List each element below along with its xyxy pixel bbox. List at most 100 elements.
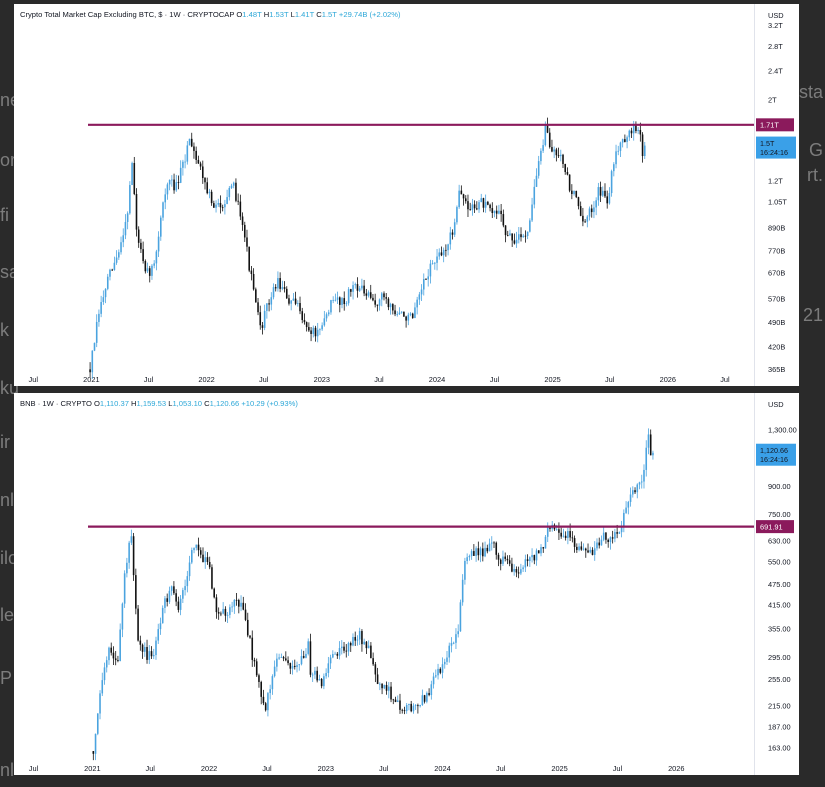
candle <box>451 229 454 240</box>
x-tick-label: Jul <box>490 375 500 384</box>
candle <box>628 129 631 141</box>
candle <box>238 598 240 614</box>
candle <box>358 627 361 645</box>
candles <box>89 117 646 380</box>
candle <box>217 607 220 620</box>
candle <box>103 662 106 685</box>
y-tick-label: 750.00 <box>768 510 791 519</box>
candle <box>544 535 547 549</box>
candle <box>575 190 578 199</box>
legend-close: C1,120.66 <box>204 399 240 408</box>
legend-low: L1,053.10 <box>168 399 203 408</box>
candle <box>325 668 327 679</box>
candle <box>123 570 126 608</box>
candle <box>95 314 98 348</box>
candle <box>430 680 433 700</box>
candle <box>124 214 127 240</box>
candle <box>191 547 193 565</box>
candle <box>443 658 446 669</box>
candle <box>502 550 504 566</box>
candle <box>495 205 498 220</box>
candle <box>609 536 612 550</box>
candle <box>513 233 516 245</box>
candle <box>500 204 502 222</box>
candle <box>139 635 142 651</box>
candle <box>526 231 529 240</box>
x-tick-label: 2022 <box>201 764 217 773</box>
candle <box>250 265 253 281</box>
candle <box>190 132 193 148</box>
candle <box>323 310 326 327</box>
candle <box>588 206 591 221</box>
candle <box>566 167 569 176</box>
x-tick-label: 2022 <box>198 375 214 384</box>
price-axis-unit: USD <box>768 11 784 20</box>
candle <box>458 184 460 209</box>
candle <box>537 550 540 554</box>
candle <box>340 640 343 655</box>
candle <box>117 655 119 663</box>
candle <box>332 650 334 659</box>
candle <box>573 190 575 196</box>
candle <box>199 161 202 170</box>
y-tick-label: 2T <box>768 96 777 105</box>
candle <box>137 226 140 248</box>
candle <box>332 296 334 304</box>
candle <box>115 250 118 265</box>
candle <box>175 589 177 607</box>
candle <box>347 641 350 656</box>
y-tick-label: 670B <box>768 269 785 278</box>
x-tick-label: 2025 <box>544 375 560 384</box>
candle <box>311 672 314 682</box>
candle <box>100 295 102 318</box>
candle <box>155 636 157 660</box>
candle <box>199 547 202 559</box>
candle <box>493 210 496 218</box>
candle <box>605 531 607 544</box>
candle <box>584 219 586 223</box>
candle <box>571 531 574 543</box>
y-tick-label: 900.00 <box>768 482 791 491</box>
legend-symbol: Crypto Total Market Cap Excluding BTC, $… <box>20 10 235 19</box>
candle <box>435 669 437 678</box>
candle <box>235 593 238 606</box>
candle <box>640 474 643 489</box>
candle <box>281 280 284 291</box>
candle <box>233 599 236 614</box>
candle <box>479 546 482 563</box>
x-tick-label: Jul <box>29 764 39 773</box>
candle <box>325 312 328 322</box>
y-tick-label: 187.00 <box>768 723 791 732</box>
candle <box>255 287 257 303</box>
candle <box>600 535 603 546</box>
candle <box>261 322 264 335</box>
candle <box>109 268 111 281</box>
candle <box>504 552 507 562</box>
candles <box>92 428 654 761</box>
candle <box>568 174 571 193</box>
candle <box>449 226 452 250</box>
x-tick-label: 2026 <box>668 764 684 773</box>
candle <box>241 212 244 231</box>
candle <box>195 146 197 164</box>
candle <box>582 543 585 551</box>
candle <box>506 230 509 237</box>
background-edge-fragment: G <box>808 140 823 160</box>
chart-panel-total-market-cap: Crypto Total Market Cap Excluding BTC, $… <box>14 4 799 386</box>
candle <box>252 268 255 291</box>
candle <box>296 661 298 673</box>
candle <box>490 536 493 551</box>
x-tick-label: Jul <box>496 764 506 773</box>
candle <box>329 654 332 669</box>
candle <box>392 698 395 705</box>
candle <box>302 650 305 659</box>
candle <box>635 121 637 134</box>
candle <box>279 272 281 293</box>
candle <box>93 342 96 352</box>
candle <box>118 249 120 260</box>
candle <box>591 547 594 556</box>
candle <box>497 552 500 567</box>
chart-canvas[interactable]: USD 1,300.00 900.00 750.00 630.00 550.00 475.0… <box>14 393 799 775</box>
candle <box>419 704 421 708</box>
